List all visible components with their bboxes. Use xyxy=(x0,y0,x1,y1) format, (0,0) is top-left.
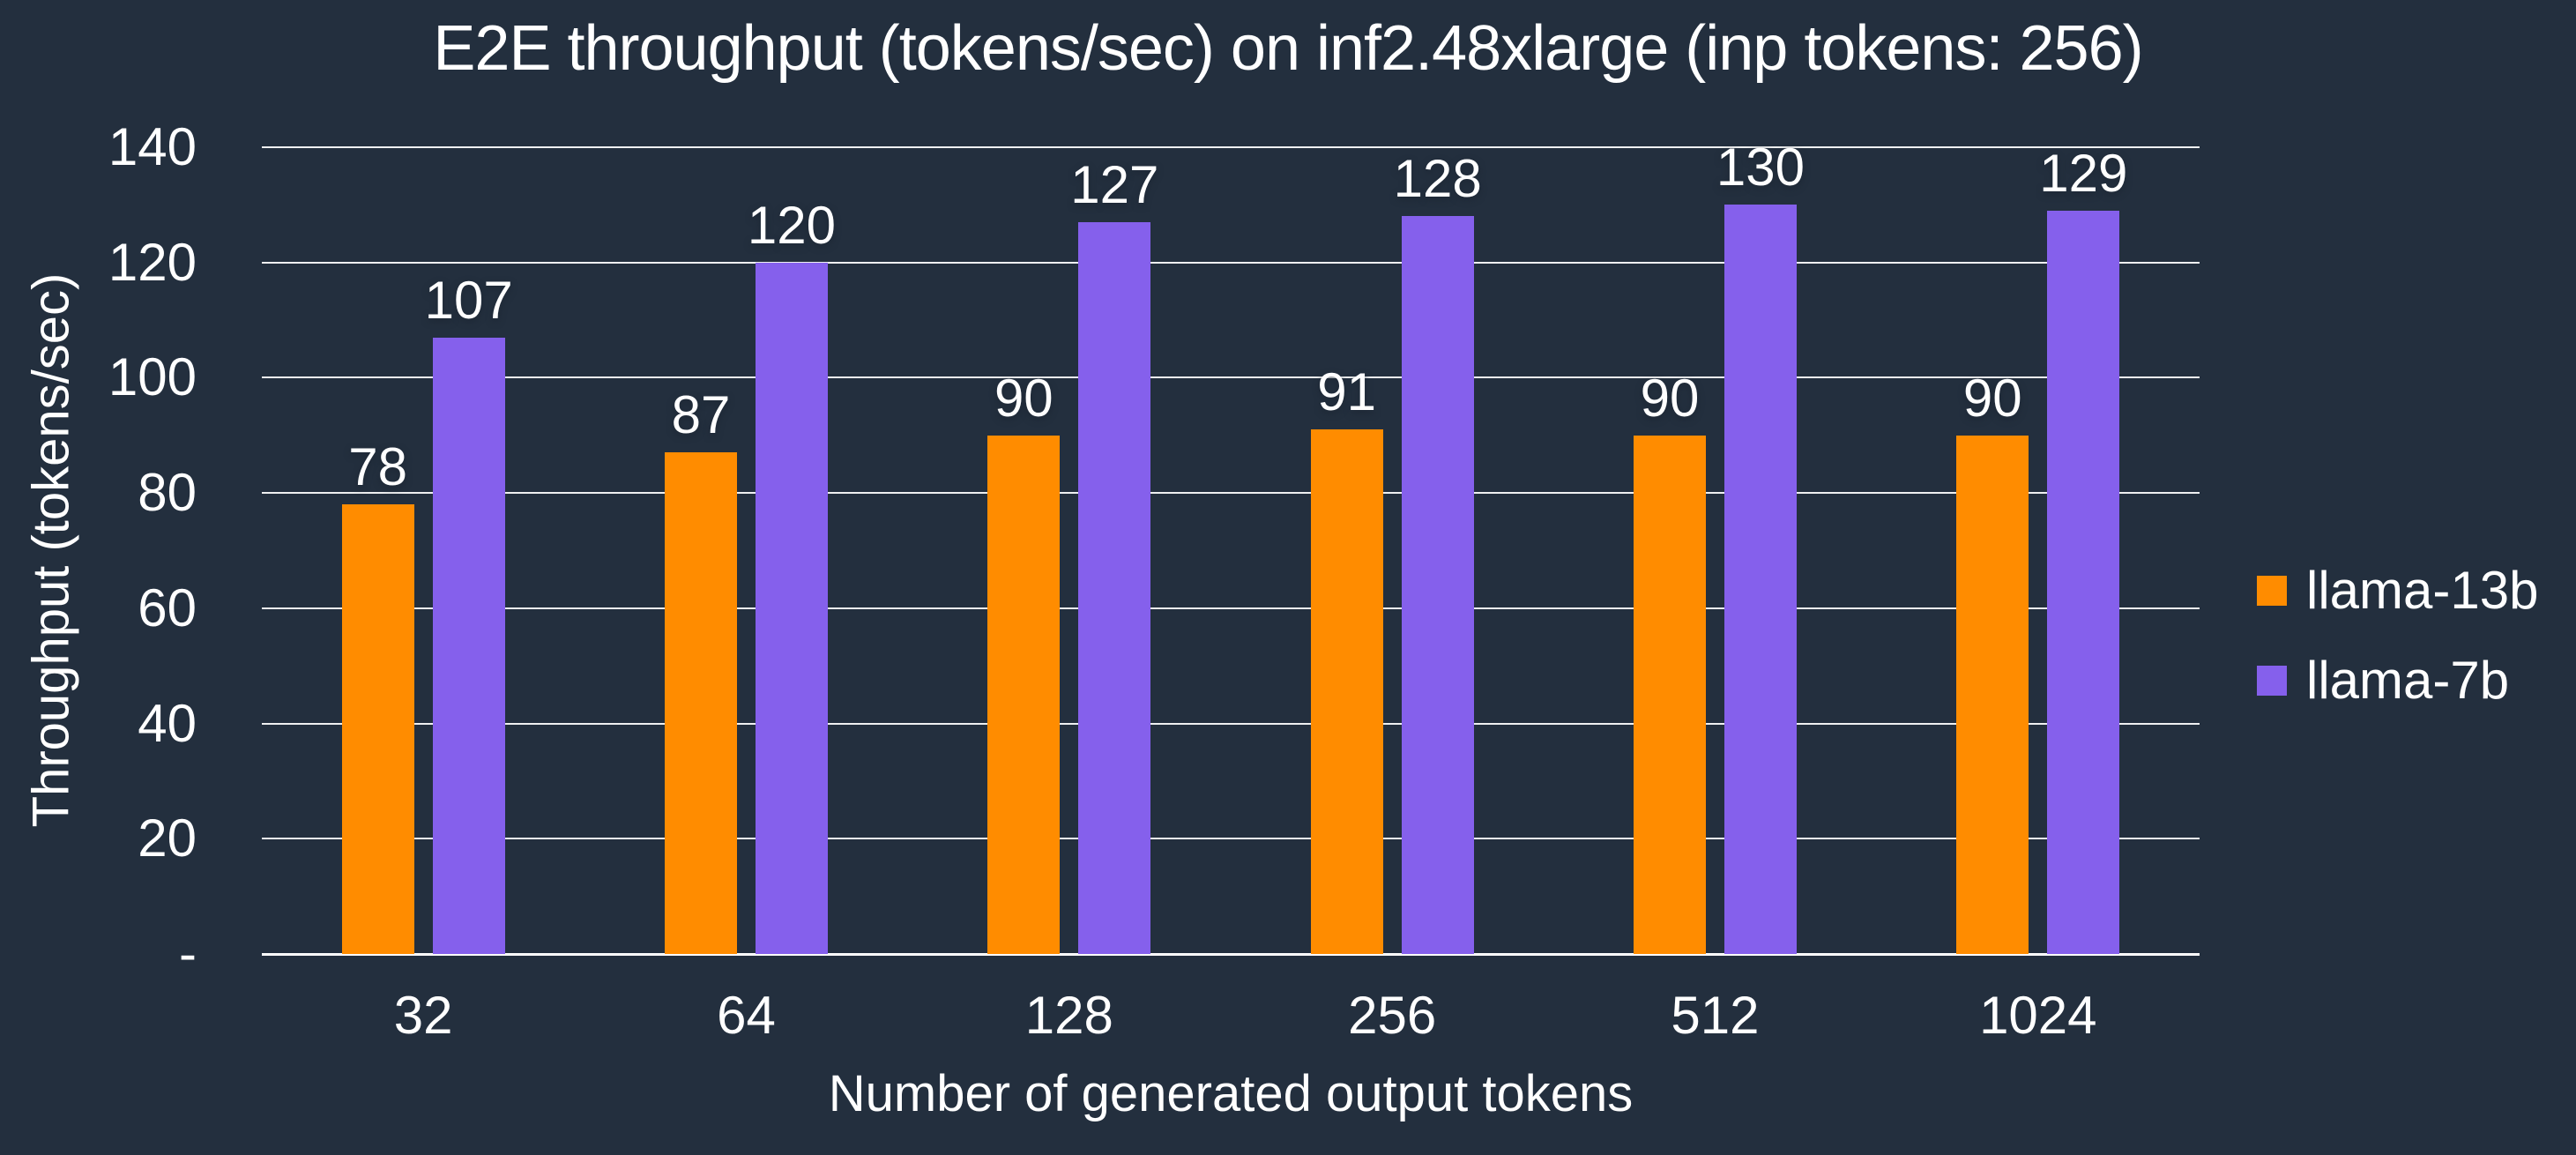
gridline xyxy=(262,146,2200,148)
gridline xyxy=(262,722,2200,725)
bar-llama-7b: 107 xyxy=(425,274,513,954)
legend: llama-13b llama-7b xyxy=(2257,564,2538,707)
gridline xyxy=(262,376,2200,379)
bar-group: 90 127 xyxy=(908,147,1231,954)
bar-group: 91 128 xyxy=(1231,147,1553,954)
gridline xyxy=(262,607,2200,609)
gridline xyxy=(262,492,2200,495)
y-tick-label: 40 xyxy=(138,693,197,753)
bar-llama-7b: 129 xyxy=(2039,147,2127,954)
bar-value-label: 91 xyxy=(1317,362,1377,421)
x-axis-tick-labels: 32 64 128 256 512 1024 xyxy=(262,989,2200,1042)
x-tick-label: 64 xyxy=(717,986,776,1045)
x-tick-label: 32 xyxy=(393,986,453,1045)
legend-swatch-icon xyxy=(2257,666,2287,696)
bar-llama-7b: 120 xyxy=(748,199,836,954)
bar-group: 90 130 xyxy=(1553,141,1876,954)
bar-llama-7b: 130 xyxy=(1716,141,1805,954)
legend-label: llama-7b xyxy=(2306,651,2510,710)
bar-llama-13b: 91 xyxy=(1310,366,1383,954)
bar-group: 90 129 xyxy=(1877,147,2200,954)
bar-value-label: 107 xyxy=(424,271,513,330)
x-tick-label: 1024 xyxy=(1979,986,2097,1045)
bar-llama-7b: 128 xyxy=(1394,153,1482,954)
bar-groups: 78 107 87 120 90 127 91 128 90 130 90 129 xyxy=(262,141,2200,954)
bar-group: 78 107 xyxy=(262,147,584,954)
y-tick-label: 120 xyxy=(108,232,197,292)
x-tick-label: 256 xyxy=(1348,986,1437,1045)
bar-value-label: 90 xyxy=(1962,369,2022,428)
y-tick-label: 20 xyxy=(138,808,197,868)
bar-llama-13b: 90 xyxy=(987,372,1061,954)
x-tick-label: 512 xyxy=(1671,986,1760,1045)
plot-area: 78 107 87 120 90 127 91 128 90 130 90 129 xyxy=(262,141,2200,956)
bar-value-label: 120 xyxy=(747,196,837,255)
gridline xyxy=(262,838,2200,840)
bar-value-label: 128 xyxy=(1393,149,1482,208)
bar-value-label: 129 xyxy=(2039,144,2128,203)
bar-value-label: 87 xyxy=(671,385,731,444)
gridline xyxy=(262,261,2200,264)
bar-group: 87 120 xyxy=(584,147,907,954)
x-tick-label: 128 xyxy=(1024,986,1113,1045)
bar-value-label: 78 xyxy=(348,437,408,496)
bar-llama-7b: 127 xyxy=(1070,159,1158,954)
bar-value-label: 130 xyxy=(1716,138,1805,197)
chart-title: E2E throughput (tokens/sec) on inf2.48xl… xyxy=(433,13,2143,84)
bar-llama-13b: 90 xyxy=(1956,372,2029,954)
legend-label: llama-13b xyxy=(2306,561,2539,620)
bar-value-label: 90 xyxy=(1640,369,1700,428)
legend-item-llama-7b: llama-7b xyxy=(2257,654,2538,707)
y-tick-label: 60 xyxy=(138,578,197,637)
x-axis-line xyxy=(262,953,2200,956)
legend-item-llama-13b: llama-13b xyxy=(2257,564,2538,617)
bar-llama-13b: 78 xyxy=(341,441,414,954)
legend-swatch-icon xyxy=(2257,576,2287,606)
y-tick-label: 80 xyxy=(138,463,197,523)
x-axis-title: Number of generated output tokens xyxy=(828,1065,1634,1122)
y-tick-label: 100 xyxy=(108,347,197,407)
y-tick-label: 140 xyxy=(108,117,197,176)
y-tick-label: - xyxy=(179,924,197,983)
bar-value-label: 90 xyxy=(994,369,1053,428)
bar-value-label: 127 xyxy=(1070,155,1159,214)
bar-llama-13b: 87 xyxy=(664,389,737,954)
bar-llama-13b: 90 xyxy=(1633,372,1706,954)
